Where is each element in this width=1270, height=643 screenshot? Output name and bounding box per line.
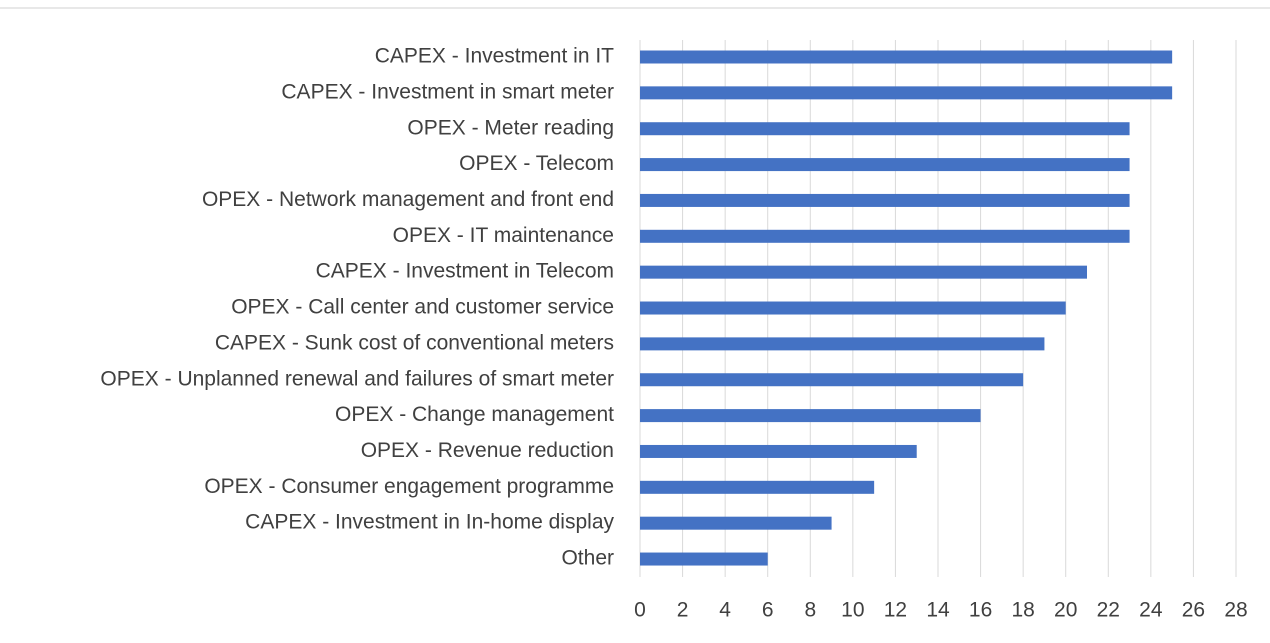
- bar: [640, 122, 1130, 136]
- y-tick-label: CAPEX - Investment in Telecom: [316, 260, 614, 283]
- bar: [640, 301, 1066, 315]
- bar: [640, 516, 832, 530]
- x-tick-label: 6: [762, 599, 774, 622]
- bar: [640, 265, 1087, 279]
- x-tick-label: 20: [1054, 599, 1077, 622]
- bar: [640, 480, 875, 494]
- x-tick-label: 26: [1182, 599, 1205, 622]
- y-tick-label: OPEX - Change management: [335, 403, 614, 426]
- y-tick-label: OPEX - Network management and front end: [202, 188, 614, 211]
- y-tick-label: CAPEX - Investment in smart meter: [281, 80, 614, 103]
- bar: [640, 444, 917, 458]
- x-tick-label: 16: [969, 599, 992, 622]
- y-tick-label: CAPEX - Sunk cost of conventional meters: [215, 331, 614, 354]
- bar: [640, 86, 1173, 100]
- x-tick-label: 8: [804, 599, 816, 622]
- bar: [640, 229, 1130, 243]
- x-tick-label: 12: [884, 599, 907, 622]
- x-tick-label: 18: [1011, 599, 1034, 622]
- y-tick-label: OPEX - Telecom: [459, 152, 614, 175]
- bar: [640, 373, 1024, 387]
- bar: [640, 158, 1130, 172]
- y-tick-label: OPEX - Revenue reduction: [361, 439, 614, 462]
- bar: [640, 552, 768, 566]
- bar: [640, 409, 981, 423]
- x-tick-label: 24: [1139, 599, 1163, 622]
- x-tick-label: 2: [677, 599, 689, 622]
- y-tick-label: CAPEX - Investment in IT: [375, 45, 614, 68]
- y-tick-label: OPEX - Unplanned renewal and failures of…: [100, 367, 614, 390]
- y-tick-label: OPEX - Call center and customer service: [231, 296, 614, 319]
- x-tick-label: 22: [1097, 599, 1120, 622]
- x-tick-label: 14: [926, 599, 950, 622]
- y-tick-label: Other: [561, 547, 614, 570]
- bar: [640, 50, 1173, 64]
- x-tick-label: 10: [841, 599, 864, 622]
- x-tick-label: 28: [1224, 599, 1247, 622]
- y-tick-label: OPEX - Meter reading: [407, 116, 614, 139]
- x-tick-label: 0: [634, 599, 646, 622]
- bar: [640, 193, 1130, 207]
- y-tick-label: OPEX - IT maintenance: [393, 224, 614, 247]
- x-tick-label: 4: [719, 599, 731, 622]
- y-tick-label: CAPEX - Investment in In-home display: [245, 511, 614, 534]
- y-tick-label: OPEX - Consumer engagement programme: [204, 475, 614, 498]
- bar: [640, 337, 1045, 351]
